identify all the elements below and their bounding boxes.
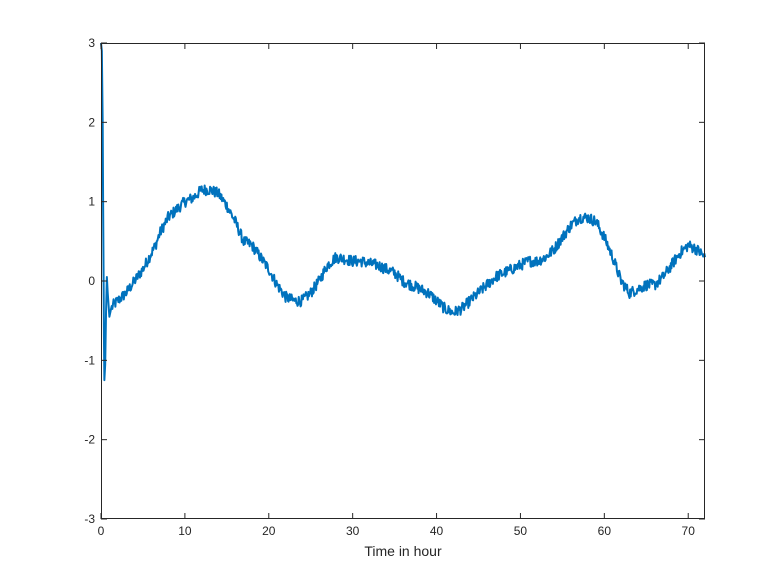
series-group (100, 42, 706, 382)
series-line (100, 42, 706, 382)
y-tick-label: -3 (84, 512, 95, 526)
x-tick-label: 10 (178, 524, 192, 538)
x-tick-label: 30 (346, 524, 360, 538)
y-tick-label: 2 (88, 115, 95, 129)
x-tick-label: 70 (682, 524, 696, 538)
y-tick-label: -1 (84, 353, 95, 367)
y-tick-label: 1 (88, 195, 95, 209)
x-tick-label: 60 (598, 524, 612, 538)
y-tick-labels: 3 2 1 0 -1 -2 -3 (84, 36, 95, 526)
x-axis-label: Time in hour (364, 543, 442, 559)
x-tick-label: 20 (262, 524, 276, 538)
x-tick-label: 40 (430, 524, 444, 538)
x-tick-label: 50 (514, 524, 528, 538)
tick-marks (100, 42, 705, 520)
y-tick-label: 3 (88, 36, 95, 50)
y-tick-label: -2 (84, 433, 95, 447)
x-tick-labels: 0 10 20 30 40 50 60 70 (98, 524, 696, 538)
x-tick-label: 0 (98, 524, 105, 538)
y-tick-label: 0 (88, 274, 95, 288)
